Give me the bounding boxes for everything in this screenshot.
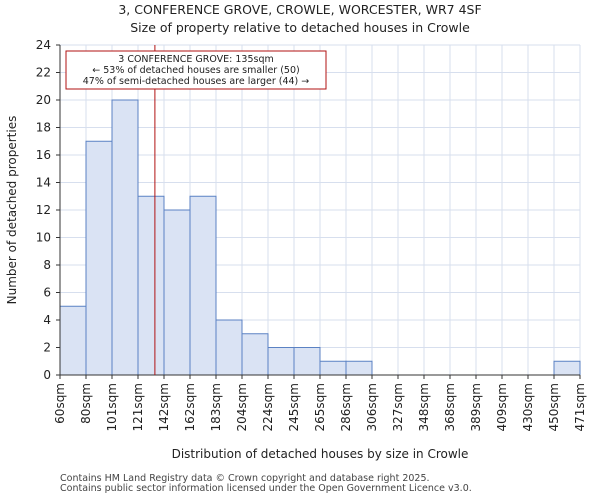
bar <box>241 333 269 376</box>
bar <box>215 319 243 376</box>
x-tick-label: 142sqm <box>157 383 171 431</box>
annotation-line-1: 3 CONFERENCE GROVE: 135sqm <box>118 54 273 65</box>
bar <box>267 347 295 376</box>
y-tick-label: 2 <box>43 341 51 355</box>
annotation-line-3: 47% of semi-detached houses are larger (… <box>83 76 310 87</box>
x-tick-label: 389sqm <box>469 383 483 431</box>
x-ticks: 60sqm 80sqm 101sqm 121sqm 142sqm 162sqm 183sqm… <box>53 375 587 431</box>
x-tick-label: 327sqm <box>391 383 405 431</box>
bar <box>163 209 191 376</box>
y-tick-label: 16 <box>36 148 51 162</box>
y-tick-label: 18 <box>36 121 51 135</box>
y-tick-label: 22 <box>36 66 51 80</box>
y-tick-label: 10 <box>36 231 51 245</box>
y-axis-label: Number of detached properties <box>5 116 19 305</box>
x-tick-label: 430sqm <box>521 383 535 431</box>
y-tick-label: 8 <box>43 258 51 272</box>
bar <box>111 99 139 376</box>
x-axis-label: Distribution of detached houses by size … <box>172 447 469 461</box>
bar <box>137 195 165 376</box>
bars <box>59 99 581 376</box>
chart-subtitle: Size of property relative to detached ho… <box>130 20 470 35</box>
y-tick-label: 24 <box>36 38 51 52</box>
footer-line-1: Contains HM Land Registry data © Crown c… <box>60 473 430 484</box>
x-tick-label: 450sqm <box>547 383 561 431</box>
y-tick-label: 4 <box>43 313 51 327</box>
y-tick-label: 20 <box>36 93 51 107</box>
x-tick-label: 224sqm <box>261 383 275 431</box>
chart-title: 3, CONFERENCE GROVE, CROWLE, WORCESTER, … <box>118 2 481 17</box>
x-tick-label: 80sqm <box>79 383 93 424</box>
y-tick-label: 0 <box>43 368 51 382</box>
annotation-line-2: ← 53% of detached houses are smaller (50… <box>92 65 299 76</box>
y-tick-label: 14 <box>36 176 51 190</box>
bar <box>189 195 217 376</box>
bar <box>293 347 321 376</box>
bar <box>85 140 113 376</box>
y-tick-label: 6 <box>43 286 51 300</box>
bar <box>59 305 87 376</box>
x-tick-label: 183sqm <box>209 383 223 431</box>
x-tick-label: 101sqm <box>105 383 119 431</box>
footer-line-2: Contains public sector information licen… <box>60 483 472 494</box>
x-tick-label: 60sqm <box>53 383 67 424</box>
x-tick-label: 162sqm <box>183 383 197 431</box>
x-tick-label: 348sqm <box>417 383 431 431</box>
annotation-box: 3 CONFERENCE GROVE: 135sqm ← 53% of deta… <box>65 50 327 90</box>
x-tick-label: 204sqm <box>235 383 249 431</box>
x-tick-label: 306sqm <box>365 383 379 431</box>
x-tick-label: 471sqm <box>573 383 587 431</box>
annotation-frame <box>65 50 327 90</box>
x-tick-label: 121sqm <box>131 383 145 431</box>
x-tick-label: 409sqm <box>495 383 509 431</box>
x-tick-label: 245sqm <box>287 383 301 431</box>
y-tick-label: 12 <box>36 203 51 217</box>
bar <box>345 360 373 376</box>
bar <box>553 360 581 376</box>
x-tick-label: 368sqm <box>443 383 457 431</box>
bar <box>319 360 347 376</box>
x-tick-label: 286sqm <box>339 383 353 431</box>
x-tick-label: 265sqm <box>313 383 327 431</box>
